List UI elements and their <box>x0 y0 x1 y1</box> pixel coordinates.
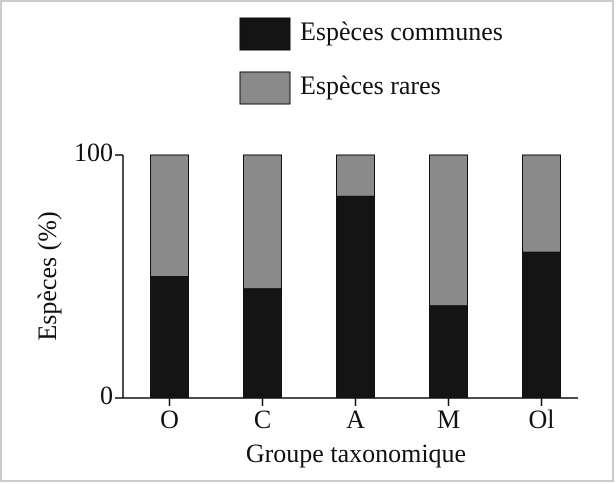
x-tick-label: Ol <box>529 405 555 434</box>
bar-segment <box>150 154 189 277</box>
x-tick-label: C <box>254 405 271 434</box>
bar-segment <box>243 154 282 290</box>
x-tick-label: M <box>437 405 460 434</box>
bar-segment <box>429 305 468 399</box>
legend-swatch <box>239 71 291 105</box>
x-tick-label: O <box>160 405 179 434</box>
y-tick-label: 0 <box>100 381 113 410</box>
bar-segment <box>243 288 282 399</box>
bar-segment <box>522 154 561 253</box>
bar-segment <box>522 251 561 399</box>
legend-label: Espèces rares <box>300 71 441 100</box>
bar-segment <box>150 276 189 399</box>
legend-label: Espèces communes <box>300 17 503 46</box>
bar-segment <box>336 154 375 197</box>
y-tick-label: 100 <box>74 138 113 167</box>
legend-swatch <box>239 17 291 51</box>
x-axis-label: Groupe taxonomique <box>246 439 466 468</box>
y-axis-label: Espèces (%) <box>33 211 62 340</box>
bar-segment <box>429 154 468 307</box>
x-tick-label: A <box>346 405 365 434</box>
bar-segment <box>336 195 375 399</box>
